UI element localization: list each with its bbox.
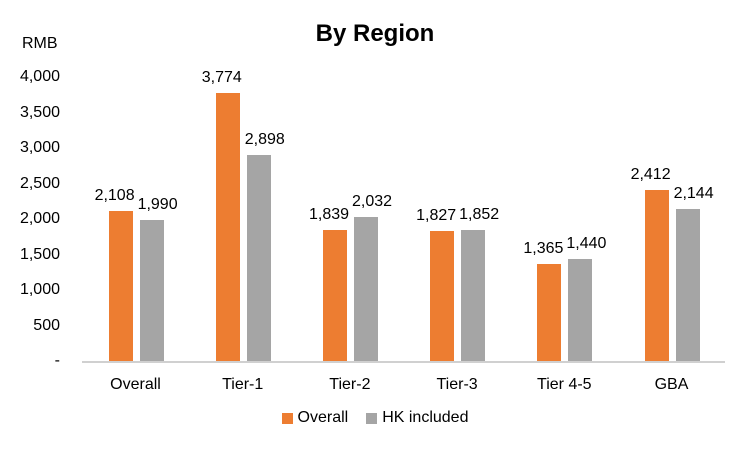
x-tick-label: Tier-1 [222,376,264,393]
y-tick-label: - [54,352,60,369]
data-label: 1,365 [523,240,564,258]
legend-swatch-icon [281,412,293,424]
bar-overall [644,189,669,361]
bar-hk-included [354,216,378,361]
x-tick-label: Overall [110,376,161,393]
bar-overall [323,230,347,361]
data-label: 1,440 [566,234,607,252]
bar-overall [108,211,133,361]
x-axis-line [82,361,725,363]
legend-label: HK included [382,409,469,426]
data-label: 2,898 [244,131,285,149]
data-label: 2,108 [94,187,135,205]
data-label: 2,412 [630,165,671,183]
y-tick-label: 2,000 [19,210,60,227]
y-tick-label: 1,000 [19,281,60,298]
legend-swatch-icon [366,412,378,424]
data-label: 1,990 [137,195,178,213]
y-axis-unit-label: RMB [22,35,58,52]
bar-overall [537,264,562,361]
bar-hk-included [461,229,486,361]
chart-title: By Region [315,20,435,47]
legend: Overall HK included [0,409,750,427]
y-tick-label: 3,500 [19,103,60,121]
legend-label: Overall [297,409,349,426]
y-tick-label: 2,500 [19,174,60,192]
data-label: 2,032 [351,192,393,210]
bar-overall [215,93,240,361]
y-tick-label: 3,000 [19,139,60,156]
bar-overall [430,231,455,361]
data-label: 1,827 [416,207,457,225]
legend-item: Overall [281,409,349,427]
x-tick-label: Tier-2 [329,376,371,393]
data-label: 3,774 [201,69,242,87]
bar-hk-included [246,155,271,361]
y-tick-label: 500 [33,316,60,334]
legend-item: HK included [366,409,468,427]
x-tick-label: Tier-3 [436,376,478,393]
data-label: 1,839 [308,206,350,224]
data-label: 2,144 [673,184,714,202]
y-tick-label: 4,000 [19,68,60,85]
y-tick-label: 1,500 [19,245,60,263]
bar-hk-included [568,258,593,361]
bar-hk-included [139,219,164,361]
bar-hk-included [675,208,700,361]
data-label: 1,852 [459,205,500,223]
x-tick-label: GBA [654,376,689,393]
x-tick-label: Tier 4-5 [537,376,592,393]
